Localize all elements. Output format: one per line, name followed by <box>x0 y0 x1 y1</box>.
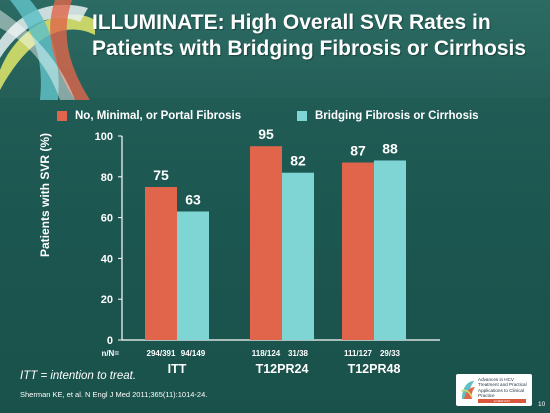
badge-text: Advances in HCV Treatment and Practical … <box>478 377 527 399</box>
n-label: 294/391 <box>147 349 176 358</box>
n-label: 29/33 <box>380 349 401 358</box>
page-number: 10 <box>538 401 546 408</box>
x-category-label: ITT <box>168 362 187 376</box>
legend-item-series1: No, Minimal, or Portal Fibrosis <box>57 108 241 124</box>
y-tick-label: 20 <box>101 294 113 306</box>
y-tick-label: 40 <box>101 253 113 265</box>
data-label: 63 <box>185 191 201 207</box>
y-tick-label: 80 <box>101 172 113 184</box>
y-axis-label: Patients with SVR (%) <box>38 133 52 258</box>
legend-item-series2: Bridging Fibrosis or Cirrhosis <box>297 108 479 124</box>
legend-swatch-series1 <box>57 111 67 121</box>
bar-ITT-series2 <box>177 211 209 340</box>
bar-T12PR24-series1 <box>250 146 282 340</box>
logo-swirl-icon <box>0 0 95 100</box>
n-label: 111/127 <box>344 349 373 358</box>
n-label: 118/124 <box>252 349 281 358</box>
bar-T12PR24-series2 <box>282 172 314 340</box>
n-label: 94/149 <box>181 349 206 358</box>
y-tick-label: 0 <box>107 335 113 347</box>
bar-ITT-series1 <box>145 187 177 340</box>
legend-label-series2: Bridging Fibrosis or Cirrhosis <box>315 110 479 122</box>
badge-strip: A NEW DAY <box>478 399 526 403</box>
n-label: 31/38 <box>288 349 309 358</box>
data-label: 87 <box>350 143 366 159</box>
conference-badge: Advances in HCV Treatment and Practical … <box>456 374 532 406</box>
bar-T12PR48-series1 <box>342 162 374 340</box>
title-band <box>0 0 550 98</box>
legend-label-series1: No, Minimal, or Portal Fibrosis <box>75 110 242 122</box>
y-tick-label: 60 <box>101 213 113 225</box>
y-tick-label: 100 <box>95 131 113 143</box>
data-label: 82 <box>290 153 306 169</box>
citation: Sherman KE, et al. N Engl J Med 2011;365… <box>20 390 208 399</box>
slide-title: ILLUMINATE: High Overall SVR Rates in Pa… <box>92 11 527 60</box>
n-header-label: n/N= <box>101 349 119 358</box>
x-category-label: T12PR24 <box>256 362 309 376</box>
legend-swatch-series2 <box>297 111 307 121</box>
badge-logo-icon <box>460 381 475 399</box>
x-category-label: T12PR48 <box>348 362 401 376</box>
data-label: 88 <box>382 140 398 156</box>
data-label: 95 <box>258 126 274 142</box>
bar-T12PR48-series2 <box>374 160 406 340</box>
footnote: ITT = intention to treat. <box>20 370 137 382</box>
data-label: 75 <box>153 167 169 183</box>
